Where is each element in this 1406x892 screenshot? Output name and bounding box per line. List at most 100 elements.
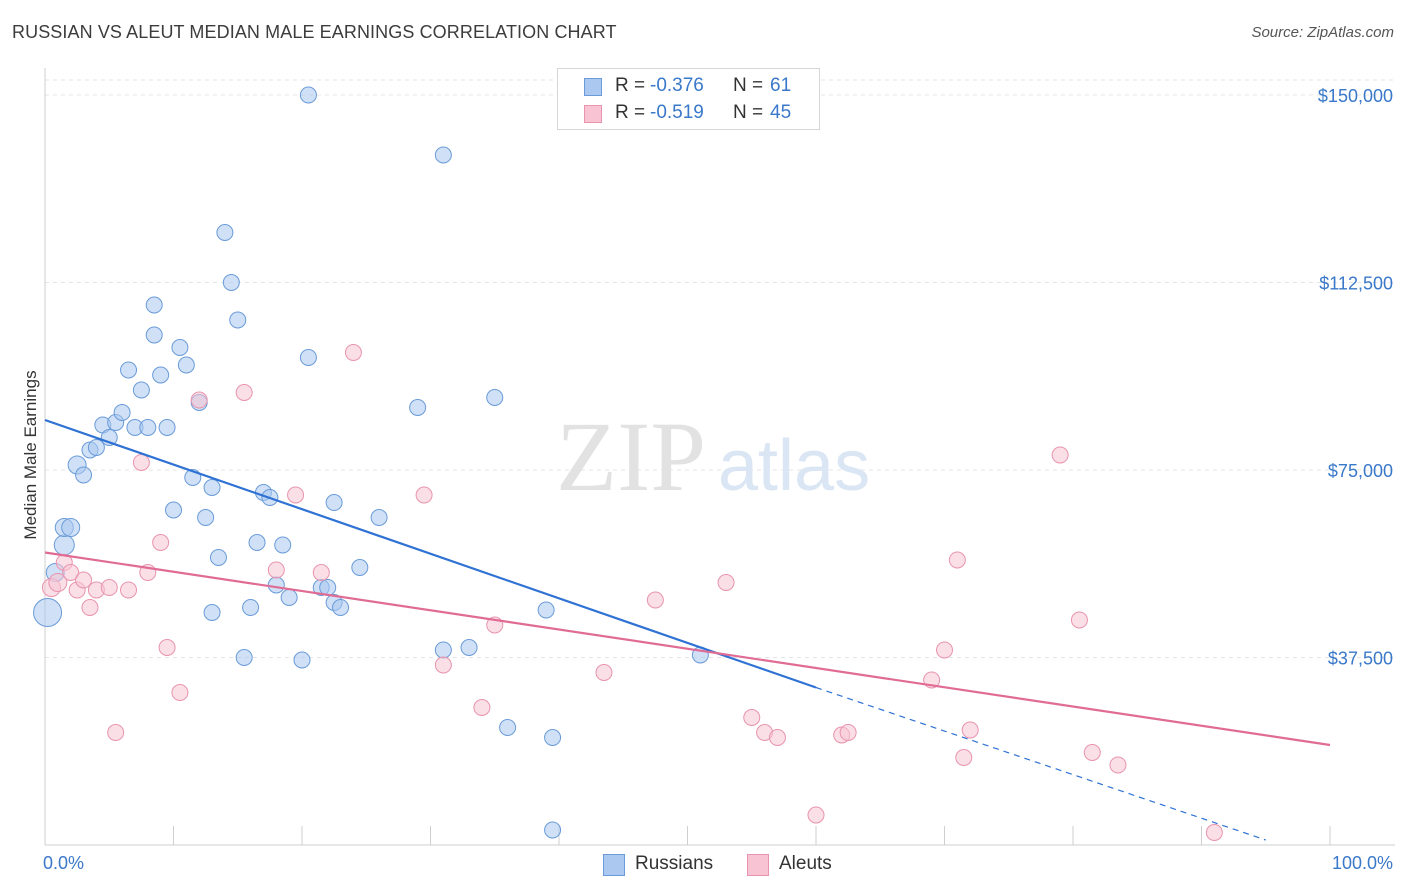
legend-r-label: R =: [615, 75, 646, 96]
series-russians: [33, 86, 709, 839]
x-tick-label-min: 0.0%: [43, 853, 84, 873]
data-point-aleuts: [1109, 756, 1127, 774]
legend-r-value: -0.519: [650, 102, 704, 123]
legend-r-value: -0.376: [650, 75, 704, 96]
data-point-aleuts: [100, 579, 118, 596]
source-label: Source: ZipAtlas.com: [1251, 24, 1394, 41]
data-point-aleuts: [1083, 744, 1101, 761]
data-point-aleuts: [743, 709, 761, 726]
chart-title: RUSSIAN VS ALEUT MEDIAN MALE EARNINGS CO…: [12, 22, 617, 42]
data-points: [33, 86, 1223, 841]
trend-line-russians: [44, 418, 817, 689]
data-point-aleuts: [344, 344, 362, 361]
data-point-russians: [537, 601, 555, 619]
bottom-legend-label-russians: Russians: [635, 853, 714, 874]
data-point-russians: [53, 534, 75, 556]
data-point-aleuts: [1070, 611, 1088, 629]
data-point-aleuts: [171, 684, 189, 701]
y-tick-label: $112,500: [1319, 274, 1393, 294]
data-point-russians: [61, 518, 81, 537]
data-point-russians: [434, 146, 452, 164]
data-point-russians: [332, 599, 350, 616]
data-point-russians: [203, 604, 221, 621]
data-point-aleuts: [961, 721, 979, 739]
data-point-russians: [325, 494, 343, 511]
data-point-russians: [351, 559, 369, 576]
data-point-russians: [280, 589, 298, 606]
series-aleuts: [41, 344, 1223, 841]
legend-n-value: 45: [770, 102, 792, 123]
legend-swatch-russians: [584, 78, 602, 96]
data-point-aleuts: [768, 729, 786, 746]
data-point-aleuts: [48, 573, 68, 592]
data-point-aleuts: [948, 551, 966, 569]
watermark-zip: ZIP: [556, 401, 706, 512]
data-point-russians: [274, 536, 292, 554]
data-point-russians: [197, 509, 215, 526]
data-point-aleuts: [75, 571, 93, 589]
data-point-aleuts: [107, 724, 125, 741]
trend-line-aleuts: [44, 551, 1331, 747]
data-point-russians: [229, 311, 247, 329]
data-point-russians: [209, 549, 227, 566]
data-point-russians: [267, 576, 285, 594]
y-tick-label: $150,000: [1318, 86, 1393, 106]
data-point-aleuts: [235, 384, 253, 401]
legend-swatch-aleuts: [584, 105, 602, 123]
data-point-aleuts: [62, 564, 80, 581]
trend-line-extension-russians: [815, 686, 1266, 841]
data-point-russians: [370, 509, 388, 526]
legend-n-label: N =: [733, 102, 764, 123]
data-point-aleuts: [955, 749, 973, 766]
data-point-russians: [242, 599, 260, 616]
bottom-legend-swatch-aleuts: [747, 854, 769, 876]
data-point-russians: [145, 326, 163, 344]
data-point-aleuts: [158, 639, 176, 656]
data-point-russians: [203, 479, 221, 496]
data-point-aleuts: [132, 454, 150, 471]
data-point-russians: [139, 419, 157, 436]
legend-box: R = -0.376 N = 61 R = -0.519 N = 45: [557, 68, 820, 130]
data-point-russians: [293, 651, 311, 669]
data-point-russians: [434, 641, 452, 659]
data-point-aleuts: [152, 534, 170, 551]
legend-r-label: R =: [615, 102, 646, 123]
tick-labels: $37,500 $75,000 $112,500 $150,000 0.0% 100.0%: [43, 86, 1393, 873]
legend-n-label: N =: [733, 75, 764, 96]
data-point-russians: [499, 719, 517, 736]
watermark: ZIP atlas: [556, 401, 870, 512]
data-point-aleuts: [717, 574, 735, 591]
data-point-aleuts: [312, 564, 330, 581]
grid-lines: [45, 79, 1395, 658]
data-point-russians: [87, 439, 105, 456]
data-point-aleuts: [120, 581, 138, 599]
data-point-russians: [235, 649, 253, 666]
data-point-aleuts: [595, 664, 613, 681]
trend-lines: [44, 418, 1331, 841]
data-point-aleuts: [434, 656, 452, 674]
bottom-legend-label-aleuts: Aleuts: [779, 853, 832, 874]
y-tick-label: $37,500: [1328, 649, 1393, 669]
data-point-aleuts: [807, 806, 825, 824]
data-point-aleuts: [287, 486, 305, 504]
data-point-russians: [544, 821, 562, 839]
data-point-aleuts: [473, 699, 491, 716]
data-point-russians: [152, 366, 170, 384]
data-point-russians: [486, 389, 504, 406]
data-point-aleuts: [936, 641, 953, 659]
data-point-russians: [409, 399, 427, 416]
x-tick-label-max: 100.0%: [1332, 853, 1393, 873]
data-point-russians: [171, 339, 189, 356]
data-point-aleuts: [839, 724, 857, 741]
data-point-russians: [113, 404, 131, 421]
data-point-aleuts: [267, 561, 285, 579]
data-point-russians: [120, 361, 138, 379]
data-point-aleuts: [81, 599, 99, 616]
data-point-russians: [544, 729, 562, 746]
data-point-russians: [299, 86, 317, 104]
data-point-aleuts: [415, 486, 433, 504]
y-axis-label: Median Male Earnings: [21, 370, 40, 539]
axes: [44, 68, 1395, 846]
legend-n-value: 61: [770, 75, 792, 96]
